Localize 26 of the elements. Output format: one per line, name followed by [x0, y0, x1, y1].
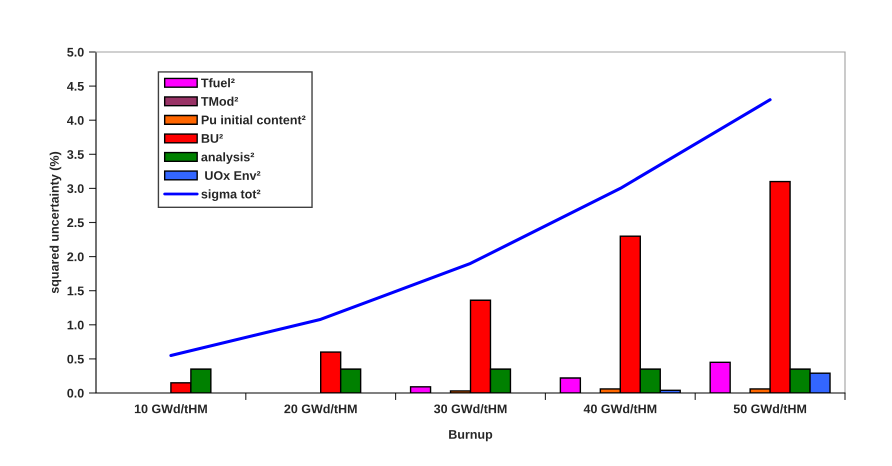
x-tick-label: 30 GWd/tHM: [434, 404, 506, 414]
y-tick-label: 0.5: [67, 354, 84, 364]
y-tick-label: 3.0: [67, 184, 84, 194]
x-tick-label: 10 GWd/tHM: [134, 404, 207, 414]
y-axis-title: squared uncertainty (%): [50, 152, 62, 294]
y-tick-label: 3.5: [67, 150, 84, 159]
line-series: [169, 98, 772, 358]
legend-label: Pu initial content²: [202, 115, 306, 124]
y-tick-label: 5.0: [67, 48, 84, 57]
x-tick-label: 20 GWd/tHM: [284, 404, 357, 414]
legend-label: TMod²: [201, 96, 238, 106]
y-tick-label: 0.0: [67, 388, 84, 398]
x-tick-label: 40 GWd/tHM: [584, 404, 656, 414]
y-tick-label: 4.0: [67, 116, 84, 125]
y-tick-label: 4.5: [67, 82, 84, 91]
y-tick-label: 1.5: [68, 286, 84, 296]
legend-label: sigma tot²: [201, 189, 260, 202]
y-tick-label: 1.0: [68, 320, 84, 330]
y-tick-label: 2.5: [67, 218, 84, 228]
x-axis-title: Burnup: [449, 430, 492, 442]
y-tick-label: 2.0: [67, 252, 84, 262]
legend-label: Tfuel²: [201, 78, 235, 88]
x-tick-label: 50 GWd/tHM: [734, 404, 806, 414]
legend-label: BU²: [202, 134, 223, 143]
legend-label: UOx Env²: [205, 171, 260, 180]
legend-label: analysis²: [201, 152, 254, 164]
